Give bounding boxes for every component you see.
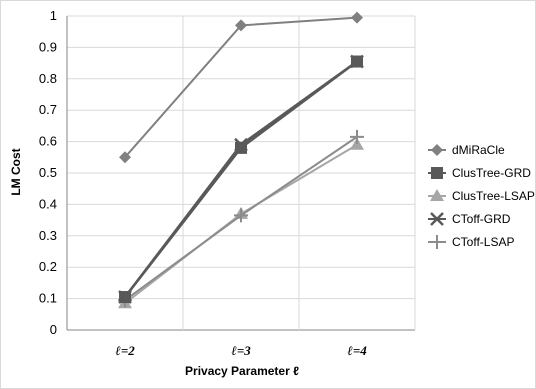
legend-marker (430, 189, 444, 201)
y-tick-label: 0.6 (39, 134, 57, 149)
x-tick-label: ℓ=3 (231, 343, 251, 358)
series-line (124, 143, 358, 305)
legend-item: CToff-LSAP (428, 235, 514, 249)
legend-item: CToff-GRD (428, 212, 511, 226)
legend-label: ClusTree-GRD (452, 166, 531, 180)
series-line (124, 60, 358, 298)
y-axis-title: LM Cost (9, 148, 23, 195)
legend-marker (430, 235, 444, 249)
y-tick-label: 0.9 (39, 39, 57, 54)
x-tick-label: ℓ=2 (115, 343, 135, 358)
data-point (119, 151, 131, 164)
legend-marker (431, 144, 443, 156)
y-tick-label: 0.2 (39, 259, 57, 274)
y-tick-label: 1 (50, 8, 57, 23)
legend-marker (430, 212, 444, 226)
legend-label: CToff-GRD (452, 212, 511, 226)
legend-item: dMiRaCle (428, 143, 505, 157)
y-tick-labels: 0 0.1 0.2 0.3 0.4 0.5 0.6 0.7 0.8 0.9 1 (39, 8, 57, 337)
data-point (351, 11, 363, 24)
legend-label: CToff-LSAP (452, 235, 514, 249)
y-tick-label: 0.8 (39, 71, 57, 86)
legend-marker (431, 167, 443, 179)
series-line (124, 60, 358, 298)
y-tick-label: 0.5 (39, 165, 57, 180)
legend-item: ClusTree-LSAP (428, 189, 535, 203)
y-tick-label: 0.4 (39, 196, 57, 211)
legend: dMiRaCle ClusTree-GRD ClusTree-LSAP CToff-G… (428, 143, 535, 249)
data-point (350, 129, 364, 144)
y-tick-label: 0.1 (39, 291, 57, 306)
data-point (235, 19, 247, 32)
data-point (234, 137, 248, 152)
series-dmiracle (119, 11, 363, 164)
y-tick-label: 0.7 (39, 102, 57, 117)
data-point (235, 141, 247, 154)
data-point (118, 290, 132, 304)
series-group (118, 11, 364, 309)
series-clustree-lsap (118, 137, 364, 309)
y-tick-label: 0 (50, 322, 57, 337)
legend-label: ClusTree-LSAP (452, 189, 535, 203)
legend-item: ClusTree-GRD (428, 166, 531, 180)
x-tick-labels: ℓ=2 ℓ=3 ℓ=4 (115, 343, 367, 358)
series-clustree-grd (119, 55, 363, 304)
data-point (234, 208, 248, 223)
legend-label: dMiRaCle (452, 143, 505, 157)
data-point (350, 54, 364, 69)
series-ctoff-grd (118, 54, 364, 304)
y-tick-label: 0.3 (39, 228, 57, 243)
x-axis-title: Privacy Parameter ℓ (185, 364, 299, 378)
x-tick-label: ℓ=4 (347, 343, 367, 358)
